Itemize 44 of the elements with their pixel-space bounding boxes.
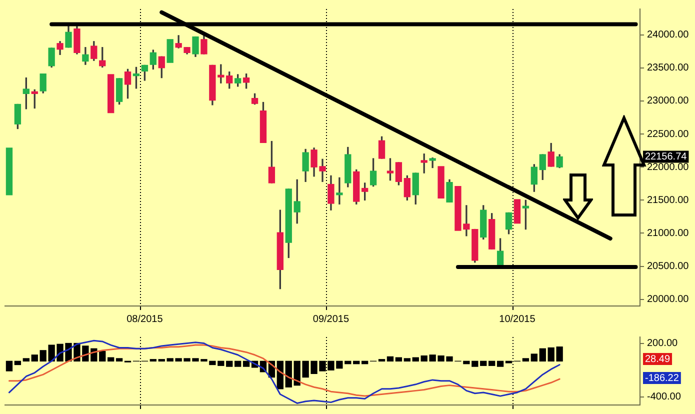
candlestick [336, 177, 343, 204]
y-tick-label: 20000.00 [647, 294, 690, 306]
bar [31, 354, 38, 362]
y-tick-label: 200.00 [647, 338, 678, 350]
bar [14, 360, 22, 366]
bar [386, 356, 394, 362]
bar [108, 357, 114, 362]
text: 28.49 [645, 354, 670, 365]
candlestick [6, 148, 13, 196]
bar [395, 357, 402, 362]
y-tick-label: 24000.00 [647, 30, 690, 41]
bar [22, 358, 30, 362]
bar [242, 360, 250, 367]
bar [116, 358, 123, 362]
bar [99, 350, 106, 362]
y-tick-label: -400.00 [647, 392, 682, 403]
y-tick-label: 21500.00 [647, 194, 690, 206]
text: 22156.74 [645, 151, 688, 162]
text: -186.22 [645, 372, 680, 384]
bar [522, 358, 530, 362]
candlestick [108, 74, 114, 114]
y-tick-label: 22000.00 [647, 162, 690, 173]
candlestick [166, 39, 174, 63]
bar [6, 360, 13, 372]
bar [234, 360, 242, 367]
bar [412, 357, 419, 362]
candlestick [438, 166, 444, 199]
bar [480, 360, 487, 366]
y-tick-label: 21000.00 [647, 228, 690, 239]
bar [488, 360, 496, 366]
x-tick-label: 10/2015 [499, 314, 536, 325]
candlestick [514, 199, 521, 224]
bar [285, 360, 292, 388]
y-tick-label: 23500.00 [647, 62, 690, 74]
x-tick-label: 08/2015 [126, 314, 164, 325]
bar [530, 354, 538, 362]
y-tick-label: 20500.00 [647, 261, 690, 272]
bar [539, 348, 546, 362]
y-tick-label: 22500.00 [647, 128, 690, 140]
bar [226, 360, 233, 367]
bar [496, 360, 504, 367]
y-tick-label: 23000.00 [647, 96, 690, 107]
bar [404, 358, 410, 362]
x-tick-label: 09/2015 [312, 314, 350, 325]
